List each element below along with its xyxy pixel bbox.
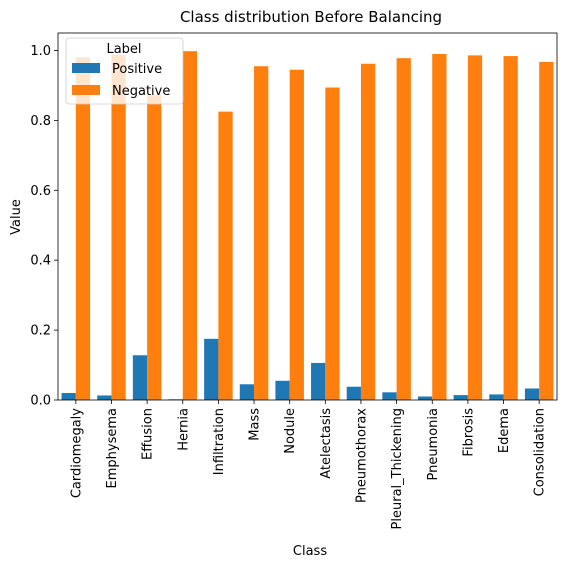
bar-negative-nodule bbox=[289, 69, 304, 400]
bar-negative-effusion bbox=[147, 95, 162, 400]
x-tick-label: Mass bbox=[248, 408, 263, 441]
x-tick-label: Pneumonia bbox=[426, 408, 441, 481]
x-tick-label: Infiltration bbox=[212, 408, 227, 475]
x-tick-label: Nodule bbox=[283, 408, 298, 454]
legend-label-negative: Negative bbox=[112, 84, 170, 99]
legend: Label Positive Negative bbox=[65, 37, 184, 105]
x-tick-label: Consolidation bbox=[533, 408, 548, 496]
bar-negative-atelectasis bbox=[325, 87, 340, 400]
bar-positive-pneumothorax bbox=[346, 386, 361, 400]
bar-positive-fibrosis bbox=[453, 395, 468, 400]
bar-negative-edema bbox=[503, 56, 518, 400]
bar-positive-consolidation bbox=[524, 388, 540, 400]
bar-negative-pneumonia bbox=[432, 53, 447, 400]
bar-positive-pleural-thickening bbox=[382, 392, 397, 400]
y-axis-label: Value bbox=[9, 199, 24, 235]
bar-negative-hernia bbox=[182, 51, 198, 401]
y-tick-label: 0.4 bbox=[30, 254, 51, 269]
x-tick-label: Effusion bbox=[141, 408, 156, 460]
bars-group bbox=[61, 51, 554, 401]
y-tick-label: 0.8 bbox=[30, 114, 51, 129]
legend-title: Label bbox=[106, 42, 141, 57]
x-tick-label: Edema bbox=[497, 408, 512, 453]
x-tick-label: Emphysema bbox=[105, 408, 120, 488]
x-tick-label: Pneumothorax bbox=[354, 408, 369, 503]
legend-swatch-negative bbox=[72, 85, 100, 95]
bar-negative-consolidation bbox=[539, 62, 554, 400]
bar-negative-infiltration bbox=[218, 111, 233, 400]
plot-frame bbox=[57, 32, 558, 401]
chart-title: Class distribution Before Balancing bbox=[180, 8, 442, 26]
x-tick-label: Fibrosis bbox=[461, 408, 476, 457]
bar-negative-pleural-thickening bbox=[396, 58, 411, 401]
bar-negative-mass bbox=[254, 66, 269, 400]
x-tick-label: Hernia bbox=[176, 408, 191, 451]
axes-group: 0.0 0.2 0.4 0.6 0.8 1.0 Cardiomegaly Emphysema E… bbox=[30, 32, 558, 529]
bar-positive-infiltration bbox=[204, 338, 219, 400]
bar-positive-edema bbox=[489, 394, 504, 400]
x-tick-label: Cardiomegaly bbox=[69, 408, 84, 498]
y-tick-label: 1.0 bbox=[30, 44, 51, 59]
bar-positive-emphysema bbox=[97, 395, 112, 400]
bar-negative-fibrosis bbox=[467, 55, 483, 401]
legend-swatch-positive bbox=[72, 63, 100, 73]
y-tick-label: 0.2 bbox=[30, 324, 51, 339]
bar-negative-pneumothorax bbox=[360, 63, 376, 400]
x-axis-label: Class bbox=[293, 544, 327, 559]
x-tick-label: Atelectasis bbox=[319, 408, 334, 479]
bar-negative-cardiomegaly bbox=[75, 57, 91, 400]
legend-label-positive: Positive bbox=[112, 62, 162, 77]
y-tick-label: 0.6 bbox=[30, 184, 51, 199]
x-tick-label: Pleural_Thickening bbox=[390, 408, 405, 529]
bar-positive-pneumonia bbox=[417, 396, 433, 400]
bar-positive-effusion bbox=[132, 355, 148, 400]
bar-positive-cardiomegaly bbox=[61, 393, 76, 400]
bar-positive-nodule bbox=[275, 380, 290, 400]
y-tick-label: 0.0 bbox=[30, 394, 51, 409]
bar-positive-mass bbox=[239, 384, 255, 400]
bar-positive-atelectasis bbox=[311, 362, 326, 400]
bar-negative-emphysema bbox=[111, 55, 126, 401]
